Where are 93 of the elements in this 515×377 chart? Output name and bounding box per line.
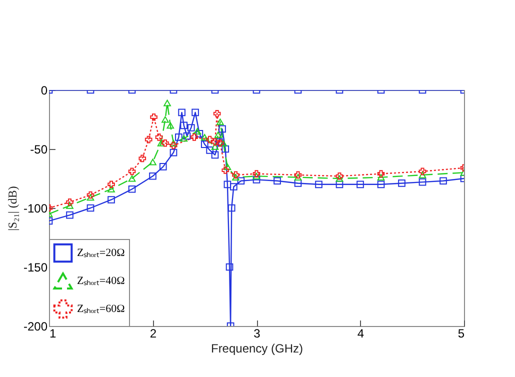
point: [128, 168, 136, 176]
point: [170, 140, 178, 146]
point: [196, 130, 204, 138]
point: [206, 146, 214, 154]
point: [418, 168, 426, 176]
point: [128, 185, 136, 193]
point: [214, 132, 222, 138]
point: [418, 172, 426, 178]
point: [230, 183, 238, 190]
point: [108, 186, 115, 192]
point: [418, 178, 426, 186]
point: [237, 177, 245, 185]
point: [224, 163, 232, 170]
point: [162, 116, 169, 123]
point: [356, 180, 364, 188]
point: [194, 128, 202, 135]
point: [178, 108, 186, 116]
point: [149, 172, 156, 180]
y-tick-label: 0: [40, 84, 48, 98]
point: [377, 170, 385, 178]
point: [224, 180, 232, 188]
point: [187, 124, 195, 132]
point: [211, 143, 219, 150]
x-axis-title: Frequency (GHz): [210, 342, 304, 356]
point: [164, 100, 171, 106]
point: [377, 174, 385, 181]
point: [294, 171, 302, 179]
point: [66, 202, 74, 209]
point: [211, 151, 219, 159]
point: [180, 122, 188, 130]
point: [220, 140, 227, 146]
point: [294, 180, 302, 187]
point: [294, 174, 302, 181]
point: [200, 134, 208, 140]
point: [175, 134, 182, 141]
point: [206, 136, 214, 144]
point: [144, 136, 152, 144]
point: [336, 180, 344, 188]
point: [232, 171, 240, 179]
point: [222, 166, 230, 174]
point: [138, 154, 146, 162]
point: [170, 148, 178, 156]
point: [315, 180, 322, 188]
point: [155, 134, 163, 141]
point: [157, 140, 165, 146]
point: [150, 113, 158, 121]
y-tick-label: -50: [30, 142, 48, 156]
point: [190, 134, 198, 141]
point: [180, 135, 188, 142]
point: [252, 172, 260, 180]
x-tick-label: 5: [458, 326, 465, 340]
point: [66, 211, 74, 219]
point: [213, 110, 221, 118]
y-tick-label: -200: [23, 320, 48, 334]
point: [108, 180, 115, 188]
x-tick-label: 1: [50, 326, 56, 340]
point: [336, 175, 344, 182]
point: [183, 132, 191, 140]
point: [216, 118, 224, 126]
legend-label: Zₛₕₒᵣₜ=40Ω: [77, 275, 125, 287]
point: [218, 125, 226, 133]
point: [226, 263, 234, 271]
x-tick-label: 4: [357, 326, 364, 340]
point: [336, 172, 344, 180]
point: [222, 145, 230, 153]
point: [108, 196, 115, 204]
point: [162, 139, 169, 147]
point: [252, 176, 260, 184]
point: [192, 108, 199, 116]
point: [128, 175, 136, 182]
point: [232, 174, 240, 181]
x-tick-label: 3: [254, 326, 261, 340]
x-tick-label: 2: [150, 326, 157, 340]
y-tick-label: -150: [23, 260, 48, 274]
point: [440, 177, 447, 185]
point: [149, 158, 156, 166]
point: [377, 180, 385, 188]
point: [398, 180, 406, 187]
point: [66, 198, 74, 206]
point: [170, 142, 178, 150]
y-axis-title: |S₂₁| (dB): [5, 186, 20, 231]
point: [274, 177, 281, 185]
point: [228, 204, 236, 212]
point: [86, 194, 94, 201]
point: [200, 140, 208, 148]
point: [166, 122, 174, 129]
point: [86, 204, 94, 212]
point: [86, 191, 94, 199]
legend-label: Zₛₕₒᵣₜ=60Ω: [77, 303, 125, 315]
point: [159, 163, 167, 170]
y-tick-label: -100: [23, 202, 48, 216]
point: [211, 138, 219, 146]
legend-label: Zₛₕₒᵣₜ=20Ω: [77, 247, 125, 259]
